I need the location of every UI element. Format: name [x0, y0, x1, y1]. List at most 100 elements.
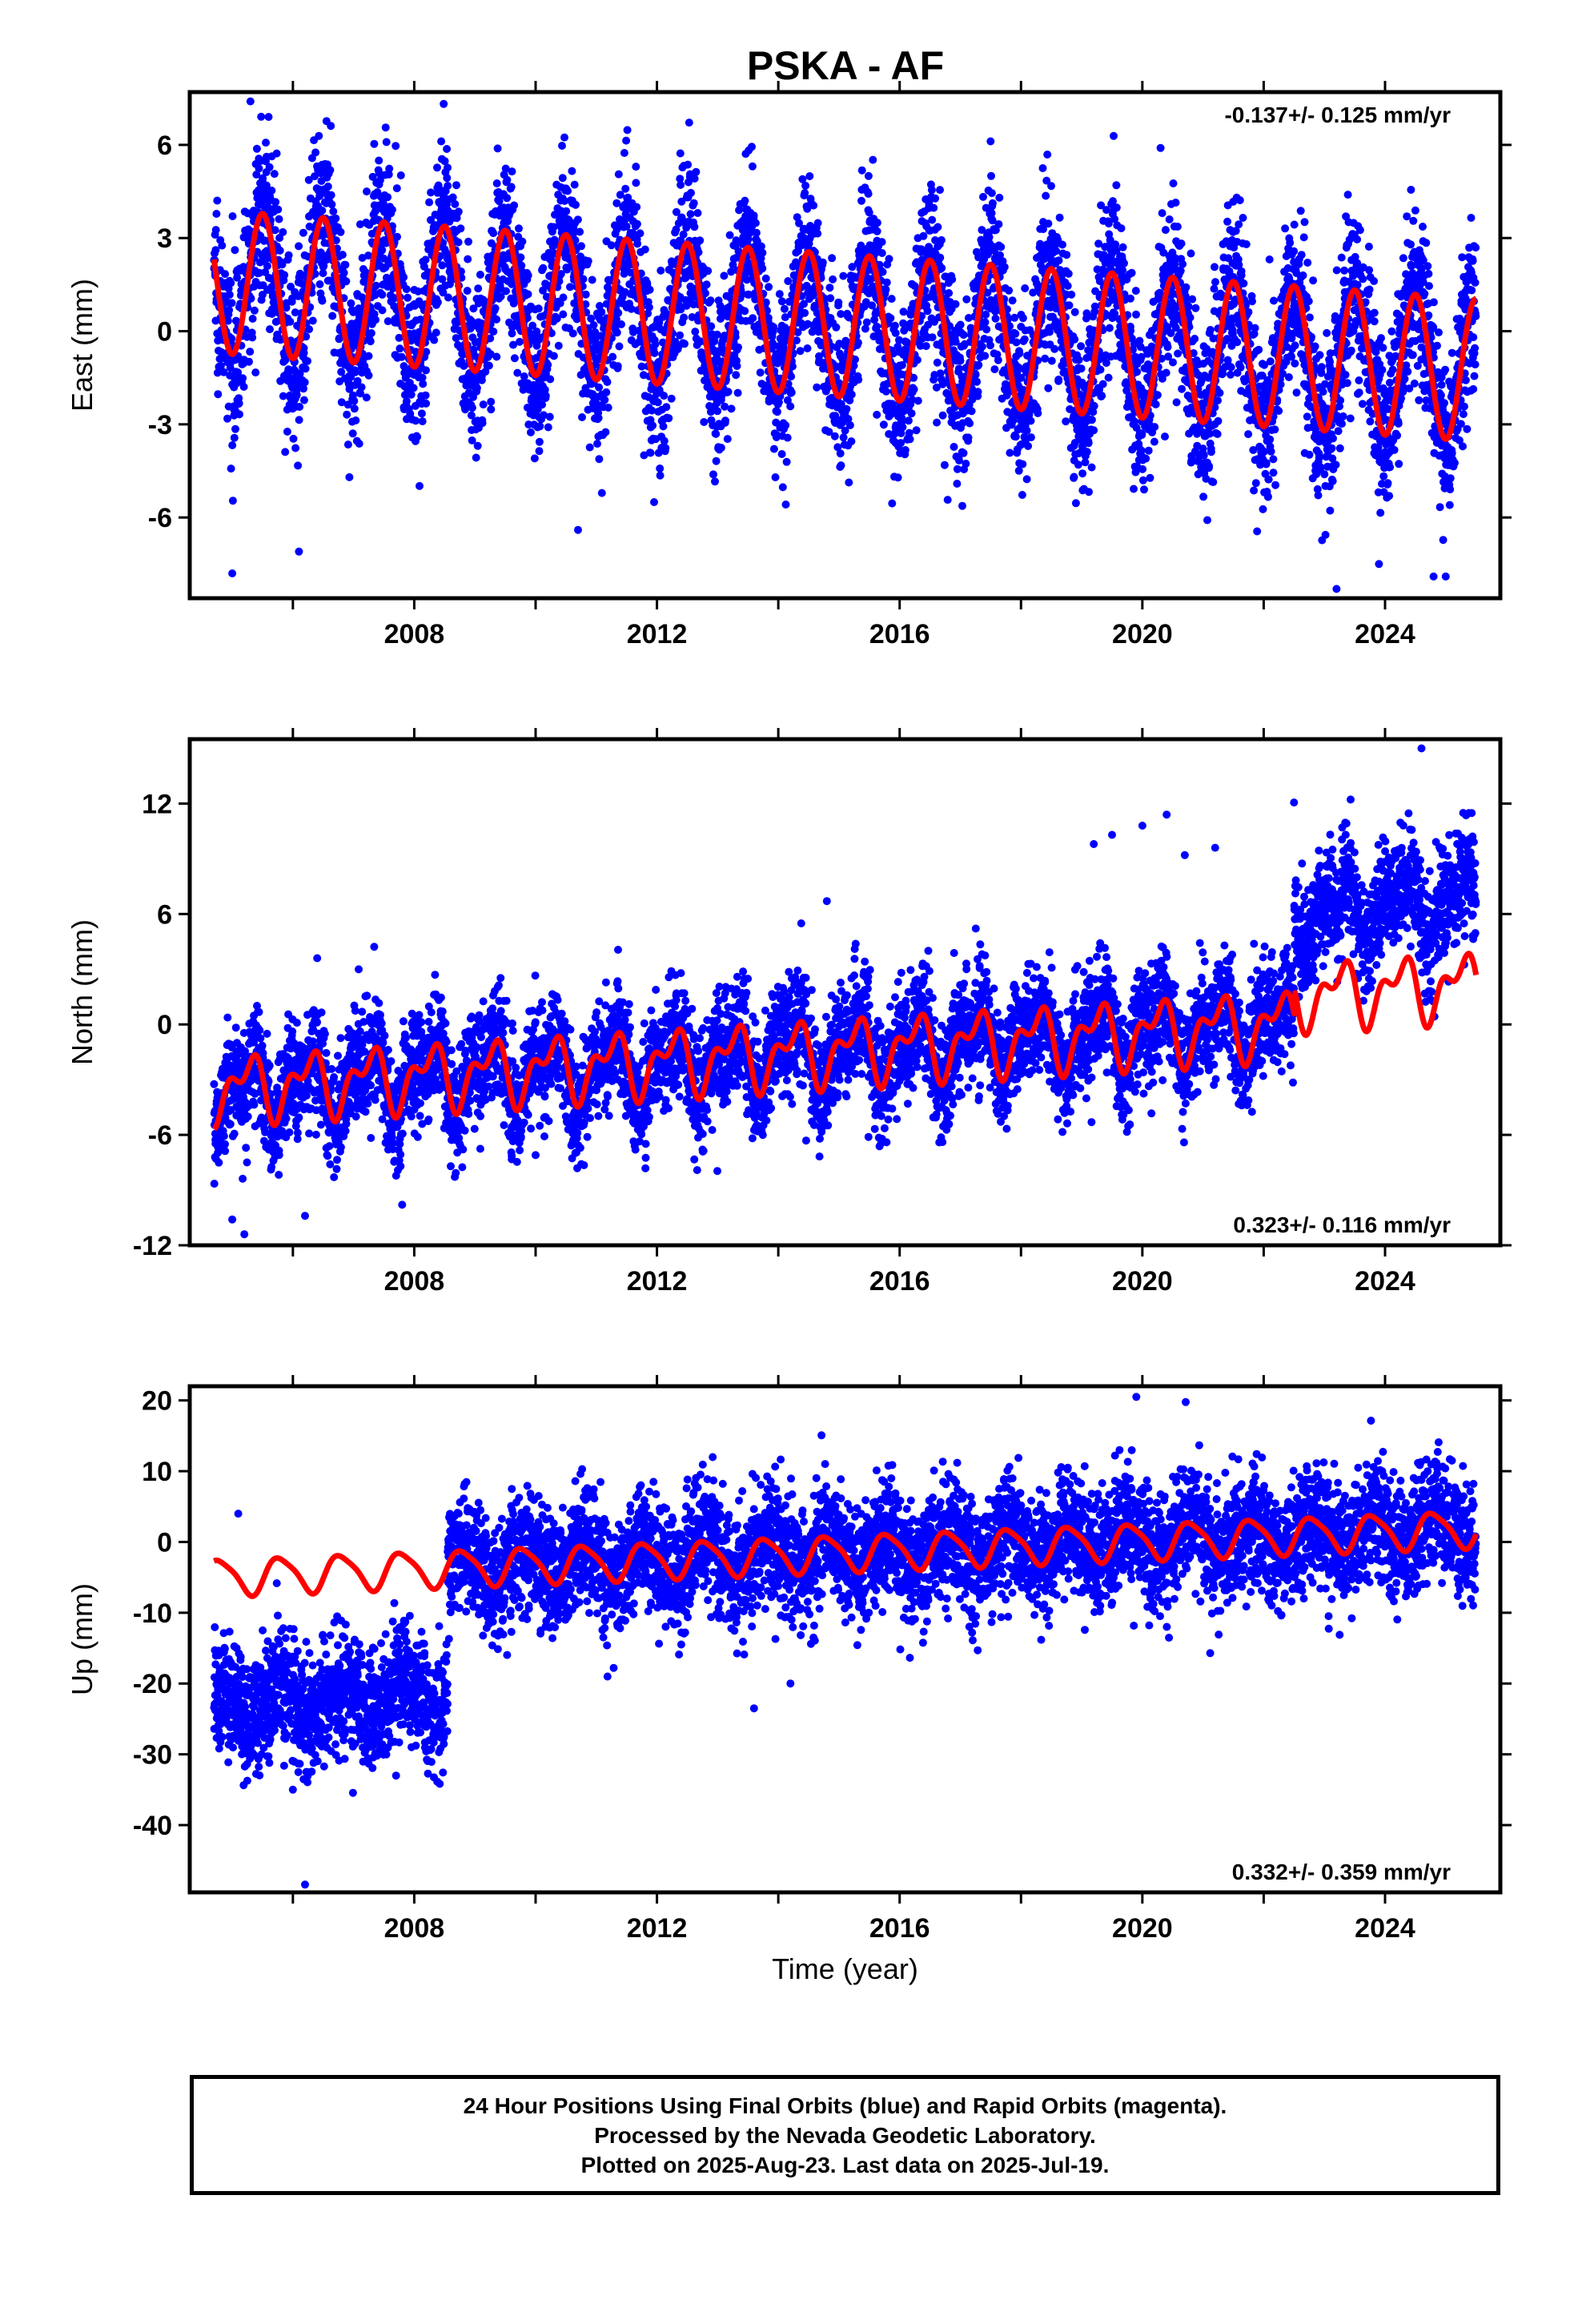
- east-data-point: [417, 409, 426, 418]
- east-data-point: [659, 422, 668, 431]
- east-data-point: [287, 294, 296, 303]
- east-data-point: [535, 437, 544, 446]
- east-data-point: [554, 341, 563, 350]
- east-data-point: [845, 421, 854, 429]
- east-data-point: [1146, 473, 1154, 482]
- east-data-point: [261, 267, 270, 276]
- east-data-point: [656, 266, 665, 275]
- east-data-point: [364, 251, 372, 260]
- east-data-point: [246, 348, 255, 356]
- east-data-point: [1171, 199, 1180, 207]
- east-data-point: [427, 215, 435, 224]
- east-data-point: [225, 306, 234, 315]
- east-data-point: [656, 464, 665, 472]
- east-data-point: [1174, 349, 1182, 358]
- east-data-point: [509, 340, 517, 349]
- east-data-point: [437, 137, 446, 146]
- east-data-point: [632, 163, 640, 171]
- east-data-point: [602, 388, 611, 396]
- east-data-point: [383, 317, 392, 326]
- east-data-point: [274, 205, 283, 214]
- east-data-point: [684, 160, 693, 169]
- east-data-point: [223, 316, 232, 325]
- east-data-point: [732, 371, 741, 380]
- east-data-point: [318, 296, 327, 305]
- east-data-point: [938, 411, 947, 420]
- east-data-point: [1165, 215, 1174, 223]
- east-data-point: [558, 142, 566, 150]
- east-data-point: [690, 223, 699, 231]
- east-data-point: [1087, 463, 1096, 472]
- east-data-point: [919, 231, 928, 240]
- east-data-point: [545, 412, 554, 421]
- east-data-point: [887, 295, 896, 304]
- east-data-point: [289, 434, 298, 443]
- east-data-point: [263, 203, 272, 211]
- east-data-point: [568, 329, 577, 338]
- east-data-point: [566, 283, 574, 292]
- east-data-point: [973, 377, 982, 386]
- east-data-point: [305, 325, 314, 334]
- east-data-point: [801, 308, 809, 317]
- east-data-point: [997, 243, 1006, 251]
- east-data-point: [422, 348, 431, 356]
- east-data-point: [633, 239, 642, 248]
- east-data-point: [1044, 384, 1053, 392]
- east-data-point: [809, 201, 818, 210]
- east-data-point: [396, 171, 405, 179]
- east-data-point: [272, 149, 281, 158]
- east-data-point: [239, 374, 247, 383]
- east-data-point: [484, 361, 493, 370]
- east-data-point: [443, 145, 452, 153]
- east-data-point: [448, 193, 457, 202]
- east-data-point: [636, 229, 644, 238]
- east-data-point: [213, 196, 222, 205]
- east-data-point: [904, 416, 913, 425]
- east-data-point: [604, 404, 612, 412]
- east-data-point: [1070, 335, 1079, 344]
- east-data-point: [1011, 432, 1020, 441]
- east-data-point: [432, 328, 440, 337]
- east-data-point: [393, 232, 401, 241]
- east-data-point: [338, 251, 347, 259]
- east-data-point: [468, 436, 476, 444]
- east-data-point: [923, 307, 932, 316]
- east-data-point: [869, 155, 877, 164]
- east-data-point: [775, 290, 784, 299]
- east-data-point: [882, 278, 891, 287]
- east-data-point: [888, 499, 897, 508]
- east-data-point: [351, 416, 360, 424]
- east-data-point: [778, 483, 787, 492]
- east-data-point: [853, 338, 862, 347]
- east-data-point: [1018, 491, 1026, 499]
- east-data-point: [948, 275, 957, 283]
- east-data-point: [854, 376, 863, 384]
- east-data-point: [1020, 335, 1029, 344]
- east-data-point: [987, 189, 996, 198]
- east-data-point: [280, 271, 289, 279]
- east-data-point: [614, 308, 623, 317]
- east-data-point: [421, 391, 430, 400]
- east-data-point: [556, 270, 565, 279]
- east-data-point: [327, 122, 335, 131]
- east-data-point: [336, 227, 345, 236]
- east-data-point: [510, 354, 519, 363]
- east-data-point: [422, 399, 431, 408]
- east-data-point: [315, 131, 323, 140]
- east-data-point: [660, 392, 669, 400]
- east-data-point: [857, 166, 866, 175]
- east-data-point: [534, 304, 543, 313]
- east-data-point: [311, 172, 319, 181]
- east-data-point: [348, 429, 357, 438]
- east-data-point: [1062, 251, 1071, 259]
- east-data-point: [295, 242, 303, 251]
- east-data-point: [400, 273, 408, 282]
- east-data-point: [216, 362, 225, 370]
- east-data-point: [302, 332, 311, 341]
- east-data-point: [214, 390, 223, 399]
- east-data-point: [1054, 376, 1063, 384]
- east-data-point: [341, 260, 350, 269]
- east-data-point: [559, 293, 568, 302]
- east-data-point: [781, 421, 790, 430]
- east-data-point: [1008, 296, 1017, 305]
